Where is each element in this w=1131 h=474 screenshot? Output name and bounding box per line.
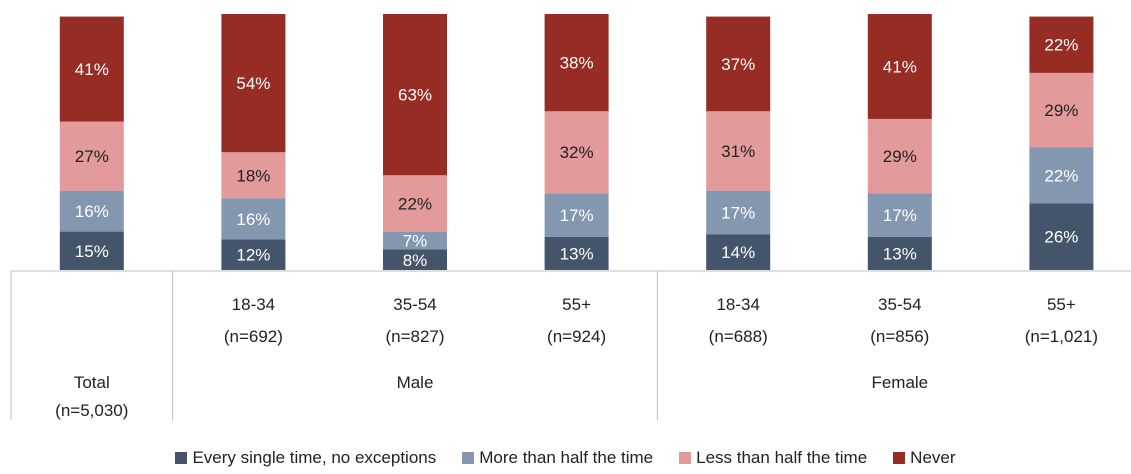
legend-swatch-every-time [175, 452, 188, 464]
bar-segment [221, 152, 286, 199]
bar-segment [59, 190, 124, 232]
bar-segment [59, 16, 124, 122]
data-label: 63% [398, 86, 432, 105]
category-n-label: (n=856) [870, 327, 929, 346]
data-label: 29% [1044, 101, 1078, 120]
bar-segment [706, 234, 771, 270]
data-label: 41% [883, 57, 917, 76]
data-label: 22% [398, 194, 432, 213]
data-label: 16% [75, 202, 109, 221]
data-label: 41% [75, 60, 109, 79]
bar-segment [544, 236, 609, 270]
data-label: 32% [560, 143, 594, 162]
category-label: 55+ [562, 295, 591, 314]
data-label: 37% [721, 55, 755, 74]
data-label: 14% [721, 243, 755, 262]
bar-segment [221, 14, 286, 153]
bar-segment [867, 14, 932, 119]
legend-item-more-than-half: More than half the time [462, 448, 653, 468]
bar-segment [59, 231, 124, 270]
legend-item-less-than-half: Less than half the time [679, 448, 867, 468]
data-label: 13% [560, 244, 594, 263]
bar-segment [867, 118, 932, 194]
legend-label-never: Never [910, 448, 956, 467]
legend-label-every-time: Every single time, no exceptions [192, 448, 437, 467]
category-label: 18-34 [716, 295, 759, 314]
data-label: 31% [721, 142, 755, 161]
bar-segment [706, 111, 771, 191]
bar-segment [1029, 72, 1094, 148]
data-label: 15% [75, 242, 109, 261]
bar-segment [544, 193, 609, 237]
bar-segment [1029, 16, 1094, 73]
data-label: 17% [883, 206, 917, 225]
category-label: 18-34 [232, 295, 275, 314]
bar-segment [867, 193, 932, 237]
data-label: 18% [236, 166, 270, 185]
legend: Every single time, no exceptions More th… [0, 448, 1131, 468]
legend-swatch-more-than-half [462, 452, 475, 464]
group-label: Female [871, 373, 928, 392]
category-label: 55+ [1047, 295, 1076, 314]
data-label: 7% [403, 232, 428, 251]
data-label: 17% [560, 206, 594, 225]
bar-segment [1029, 147, 1094, 204]
bar-segment [544, 111, 609, 194]
data-label: 29% [883, 147, 917, 166]
category-n-label: (n=692) [224, 327, 283, 346]
data-label: 12% [236, 246, 270, 265]
bar-segment [383, 175, 447, 232]
data-label: 27% [75, 147, 109, 166]
category-label: 35-54 [393, 295, 436, 314]
data-label: 22% [1044, 166, 1078, 185]
legend-swatch-less-than-half [679, 452, 692, 464]
bar-segment [1029, 203, 1094, 270]
legend-swatch-never [893, 452, 906, 464]
data-label: 38% [560, 54, 594, 73]
bar-segment [59, 121, 124, 191]
category-label: 35-54 [878, 295, 921, 314]
data-label: 17% [721, 203, 755, 222]
stacked-bar-chart: 15% 16% 27% 41% 12% 16% 18% 54% 8%7% 22% 63% 13% 17%… [10, 14, 1131, 420]
data-label: 8% [403, 251, 428, 270]
bar-segment [544, 14, 609, 112]
legend-label-more-than-half: More than half the time [479, 448, 654, 467]
group-label: Total [74, 373, 110, 392]
data-label: 13% [883, 244, 917, 263]
bar-segment [706, 16, 771, 112]
data-label: 16% [236, 210, 270, 229]
bar-segment [706, 190, 771, 235]
bar-segment [383, 231, 447, 250]
legend-item-never: Never [893, 448, 956, 468]
group-n-label: (n=5,030) [55, 401, 128, 420]
data-label: 54% [236, 74, 270, 93]
category-n-label: (n=1,021) [1025, 327, 1098, 346]
bar-segment [867, 236, 932, 270]
category-n-label: (n=827) [385, 327, 444, 346]
category-n-label: (n=688) [709, 327, 768, 346]
category-n-label: (n=924) [547, 327, 606, 346]
bar-segment [383, 14, 447, 176]
bar-segment [383, 249, 447, 270]
data-label: 22% [1044, 36, 1078, 55]
legend-label-less-than-half: Less than half the time [696, 448, 868, 467]
legend-item-every-time: Every single time, no exceptions [175, 448, 436, 468]
bar-segment [221, 198, 286, 240]
bar-segment [221, 239, 286, 270]
data-label: 26% [1044, 228, 1078, 247]
group-label: Male [397, 373, 434, 392]
